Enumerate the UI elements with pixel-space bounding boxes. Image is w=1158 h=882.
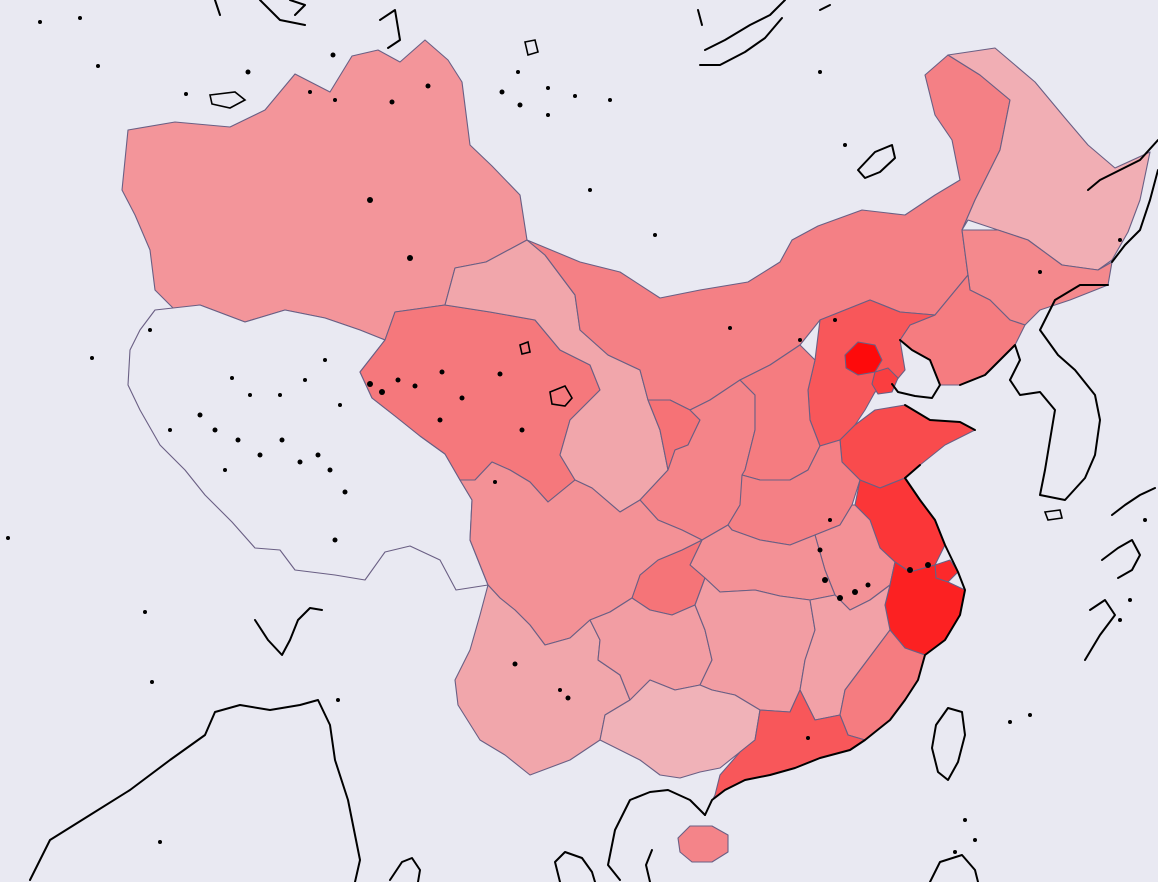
coastlines [29, 0, 1158, 882]
region-hainan[interactable] [677, 825, 729, 863]
region-beijing[interactable] [844, 341, 883, 376]
region-tianjin[interactable] [871, 367, 899, 395]
lake-markers [6, 16, 1147, 854]
region-tibet[interactable] [127, 304, 489, 591]
